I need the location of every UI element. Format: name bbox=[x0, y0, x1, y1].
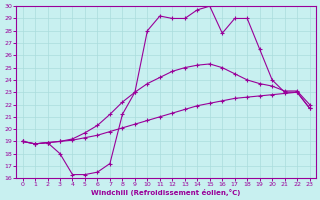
X-axis label: Windchill (Refroidissement éolien,°C): Windchill (Refroidissement éolien,°C) bbox=[92, 189, 241, 196]
